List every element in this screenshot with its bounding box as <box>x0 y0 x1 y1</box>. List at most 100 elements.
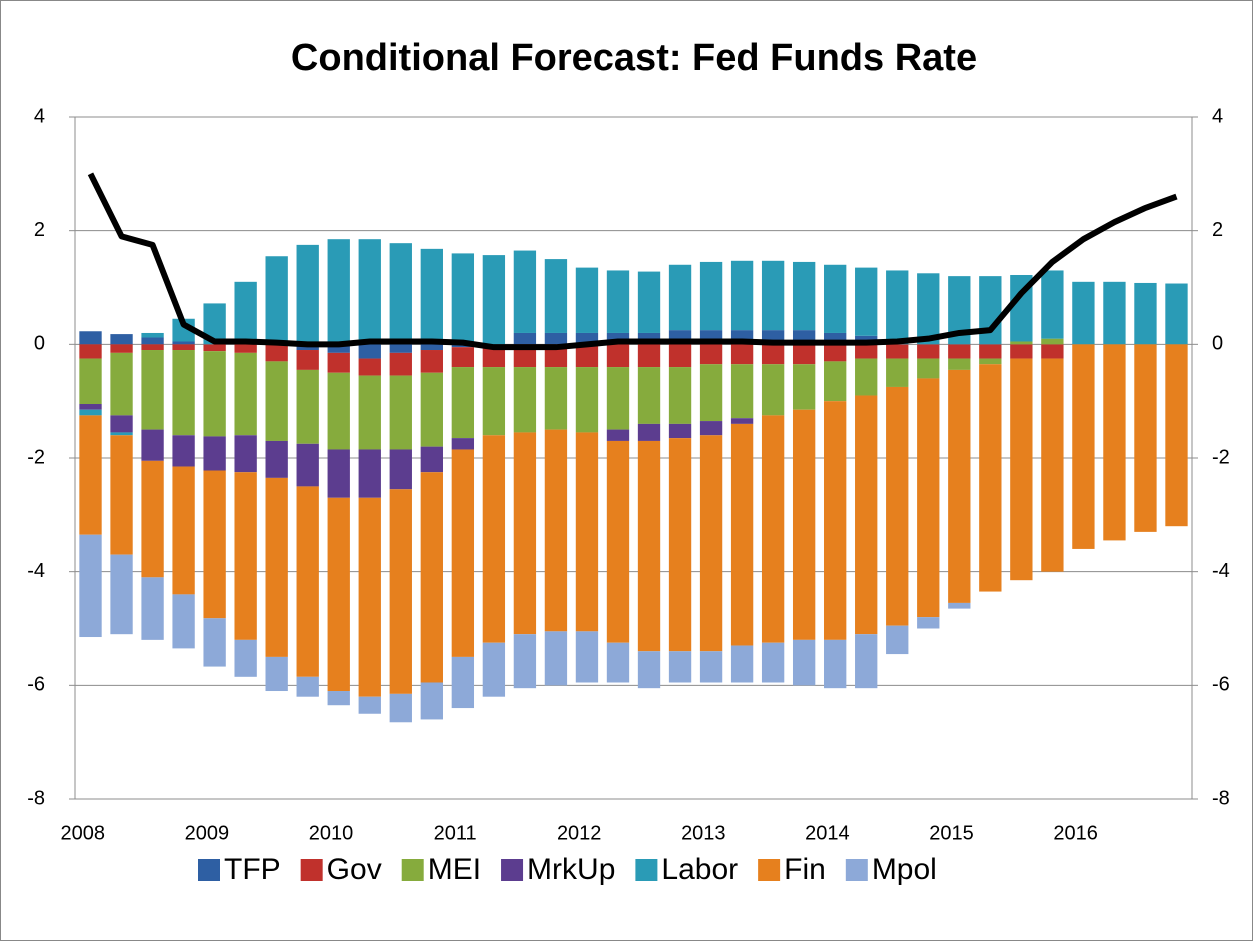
legend-label: Fin <box>784 853 826 886</box>
bar-segment <box>141 344 164 351</box>
bar-segment <box>234 472 257 640</box>
bar-segment <box>1010 344 1033 359</box>
bar-segment <box>1041 358 1064 572</box>
bar-segment <box>141 429 164 461</box>
bar-segment <box>606 429 630 441</box>
bar-segment <box>327 239 350 345</box>
bar-segment <box>606 270 630 333</box>
bar-segment <box>172 341 195 345</box>
bar-segment <box>110 334 133 345</box>
bar-segment <box>792 261 816 331</box>
bar-segment <box>824 639 847 689</box>
bar-segment <box>1041 270 1064 339</box>
bar-segment <box>513 332 537 345</box>
bar-segment <box>1041 338 1064 345</box>
bar-segment <box>234 435 257 473</box>
bar-segment <box>203 351 226 437</box>
bar-segment <box>79 409 102 416</box>
bar-segment <box>637 271 661 333</box>
bar-segment <box>327 691 350 706</box>
legend-label: MrkUp <box>527 853 615 886</box>
bar-segment <box>886 386 909 626</box>
bar-segment <box>141 332 164 338</box>
bar-segment <box>886 270 909 345</box>
legend-swatch <box>845 859 868 881</box>
bar-segment <box>699 261 723 331</box>
bar-segment <box>1072 281 1095 345</box>
bar-segment <box>451 438 475 450</box>
bar-segment <box>265 344 288 362</box>
bar-segment <box>172 344 195 351</box>
bar-segment <box>141 577 164 640</box>
bar-segment <box>327 352 350 373</box>
bar-segment <box>1072 344 1095 549</box>
bar-segment <box>979 276 1002 345</box>
bar-segment <box>1041 344 1064 359</box>
bar-segment <box>886 358 909 387</box>
bar-segment <box>451 449 475 657</box>
bar-segment <box>979 344 1002 359</box>
bar-segment <box>141 350 164 430</box>
bar-segment <box>948 344 971 359</box>
y2-tick-label: 0 <box>1212 333 1223 355</box>
bar-segment <box>917 273 940 345</box>
bar-segment <box>668 651 692 683</box>
bar-segment <box>296 369 319 444</box>
bar-segment <box>886 625 909 655</box>
bar-segment <box>575 367 599 433</box>
bar-segment <box>358 375 381 450</box>
legend-label: Labor <box>661 853 738 886</box>
bar-segment <box>575 344 599 368</box>
bar-segment <box>606 344 630 368</box>
bar-segment <box>637 367 661 424</box>
bar-segment <box>855 634 878 689</box>
bar-segment <box>855 395 878 635</box>
bar-segment <box>575 631 599 683</box>
bar-segment <box>234 352 257 436</box>
bar-segment <box>948 358 971 370</box>
bar-segment <box>420 344 443 351</box>
bar-segment <box>544 367 568 430</box>
bar-segment <box>917 358 940 379</box>
legend-label: Gov <box>327 853 382 886</box>
bar-segment <box>1134 282 1157 345</box>
bar-segment <box>513 250 537 333</box>
bar-segment <box>389 449 412 490</box>
y2-tick-label: 4 <box>1212 105 1223 127</box>
bar-segment <box>265 361 288 441</box>
bar-segment <box>917 378 940 618</box>
bar-segment <box>358 696 381 714</box>
bar-segment <box>948 369 971 603</box>
bar-segment <box>948 276 971 345</box>
bar-segment <box>296 350 319 370</box>
bar-segment <box>110 352 133 416</box>
bar-segment <box>451 344 475 348</box>
bar-segment <box>792 639 816 686</box>
bar-segment <box>730 260 754 331</box>
bar-segment <box>296 676 319 697</box>
bar-segment <box>855 358 878 396</box>
y2-tick-label: -2 <box>1212 446 1230 468</box>
bar-segment <box>389 693 412 723</box>
bar-segment <box>513 367 537 433</box>
y-tick-label: -4 <box>27 560 45 582</box>
legend-label: TFP <box>224 853 281 886</box>
bar-segment <box>296 244 319 345</box>
bar-segment <box>358 239 381 345</box>
bar-segment <box>234 639 257 677</box>
bar-segment <box>948 602 971 609</box>
bar-segment <box>141 460 164 578</box>
legend-swatch <box>635 859 658 881</box>
y-tick-label: -6 <box>27 674 45 696</box>
bar-segment <box>544 259 568 333</box>
bar-segment <box>917 617 940 629</box>
bar-segment <box>172 350 195 436</box>
bar-segment <box>606 367 630 430</box>
bar-segment <box>699 421 723 436</box>
bar-segment <box>730 344 754 365</box>
bar-segment <box>79 331 102 345</box>
bar-segment <box>792 409 816 640</box>
x-tick-label: 2011 <box>434 822 477 844</box>
bar-segment <box>637 344 661 368</box>
bar-segment <box>855 267 878 336</box>
